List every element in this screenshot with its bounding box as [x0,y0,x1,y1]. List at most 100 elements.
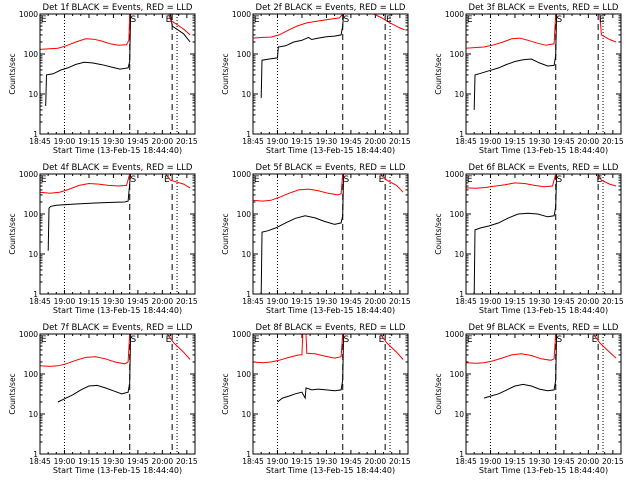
x-tick-label: 20:15 [176,137,198,146]
y-tick-label: 100 [450,210,465,219]
x-tick-label: 20:15 [602,457,624,466]
x-tick-label: 20:15 [389,457,411,466]
series-red-line [168,13,191,36]
x-tick-label: 19:15 [291,297,313,306]
x-tick-label: 19:00 [267,457,289,466]
x-tick-label: 19:30 [103,457,125,466]
flag-label: S [557,175,563,185]
x-tick-label: 19:45 [127,457,149,466]
x-tick-label: 20:00 [578,457,600,466]
y-tick-label: 1 [33,290,38,299]
x-tick-label: 19:45 [553,137,575,146]
flag-label: S [344,335,350,345]
flag-label: E [254,335,260,345]
y-tick-label: 100 [24,370,39,379]
y-tick-label: 1 [33,450,38,459]
x-tick-label: 18:45 [29,137,51,146]
x-tick-label: 20:00 [365,457,387,466]
series-red-line [465,333,557,364]
panel-title: Det 1f BLACK = Events, RED = LLD [43,3,193,13]
y-tick-label: 10 [28,90,38,99]
series-red-line [39,13,131,50]
x-tick-label: 19:45 [340,137,362,146]
series-red-line [166,333,191,360]
series-red-line [39,173,131,194]
flag-label: E [597,175,603,185]
y-tick-label: 1 [459,450,464,459]
x-tick-label: 19:30 [529,137,551,146]
y-tick-label: 1000 [232,170,251,179]
flag-label: S [557,335,563,345]
x-tick-label: 19:00 [267,137,289,146]
x-axis-label: Start Time (13-Feb-15 18:44:40) [479,306,608,315]
series-red-line [379,333,404,360]
y-tick-label: 1000 [19,170,38,179]
x-tick-label: 18:45 [455,457,477,466]
series-black-line [277,333,345,403]
x-tick-label: 18:45 [29,457,51,466]
flag-label: E [467,175,473,185]
plot-frame [465,173,622,295]
x-tick-label: 18:45 [455,297,477,306]
x-tick-label: 20:15 [389,137,411,146]
panel-title: Det 3f BLACK = Events, RED = LLD [469,3,619,13]
flag-label: E [592,335,598,345]
series-red-line [252,333,344,364]
flag-label: S [557,15,563,25]
y-tick-label: 10 [454,250,464,259]
plot-frame [39,173,196,295]
flag-label: E [386,15,392,25]
series-black-line [260,173,345,295]
panel-title: Det 4f BLACK = Events, RED = LLD [43,163,193,173]
series-black-line [473,173,558,295]
y-tick-label: 10 [28,250,38,259]
x-axis-label: Start Time (13-Feb-15 18:44:40) [53,306,182,315]
y-tick-label: 10 [241,250,251,259]
series-red-line [597,173,617,187]
y-axis-label: Counts/sec [8,373,17,414]
x-tick-label: 19:30 [529,457,551,466]
y-axis-label: Counts/sec [8,53,17,94]
plot-frame [465,333,622,455]
y-tick-label: 10 [454,90,464,99]
plot-frame [39,333,196,455]
y-tick-label: 1000 [445,330,464,339]
panel-title: Det 8f BLACK = Events, RED = LLD [256,323,406,333]
flag-label: E [41,335,47,345]
flag-label: S [344,15,350,25]
x-tick-label: 19:45 [340,457,362,466]
x-axis-label: Start Time (13-Feb-15 18:44:40) [266,306,395,315]
x-tick-label: 19:00 [480,137,502,146]
x-tick-label: 20:00 [365,297,387,306]
x-tick-label: 18:45 [242,457,264,466]
flag-label: E [41,175,47,185]
x-tick-label: 20:15 [176,297,198,306]
y-tick-label: 100 [450,370,465,379]
x-tick-label: 19:15 [504,297,526,306]
plot-frame [252,13,409,135]
x-tick-label: 20:00 [578,297,600,306]
series-red-line [373,13,405,31]
y-tick-label: 1000 [445,10,464,19]
x-tick-label: 19:45 [127,137,149,146]
series-red-line [379,173,404,193]
y-axis-label: Counts/sec [434,373,443,414]
x-tick-label: 20:00 [152,457,174,466]
y-tick-label: 1000 [445,170,464,179]
flag-label: E [41,15,47,25]
series-red-line [599,13,617,43]
flag-label: E [254,15,260,25]
x-tick-label: 18:45 [242,297,264,306]
x-axis-label: Start Time (13-Feb-15 18:44:40) [479,466,608,475]
y-tick-label: 1000 [19,10,38,19]
plot-frame [39,13,196,135]
series-red-line [252,13,344,39]
plot-frame [465,13,622,135]
series-red-line [592,333,617,359]
x-tick-label: 19:15 [291,137,313,146]
x-tick-label: 19:00 [480,297,502,306]
x-tick-label: 18:45 [29,297,51,306]
y-axis-label: Counts/sec [221,53,230,94]
